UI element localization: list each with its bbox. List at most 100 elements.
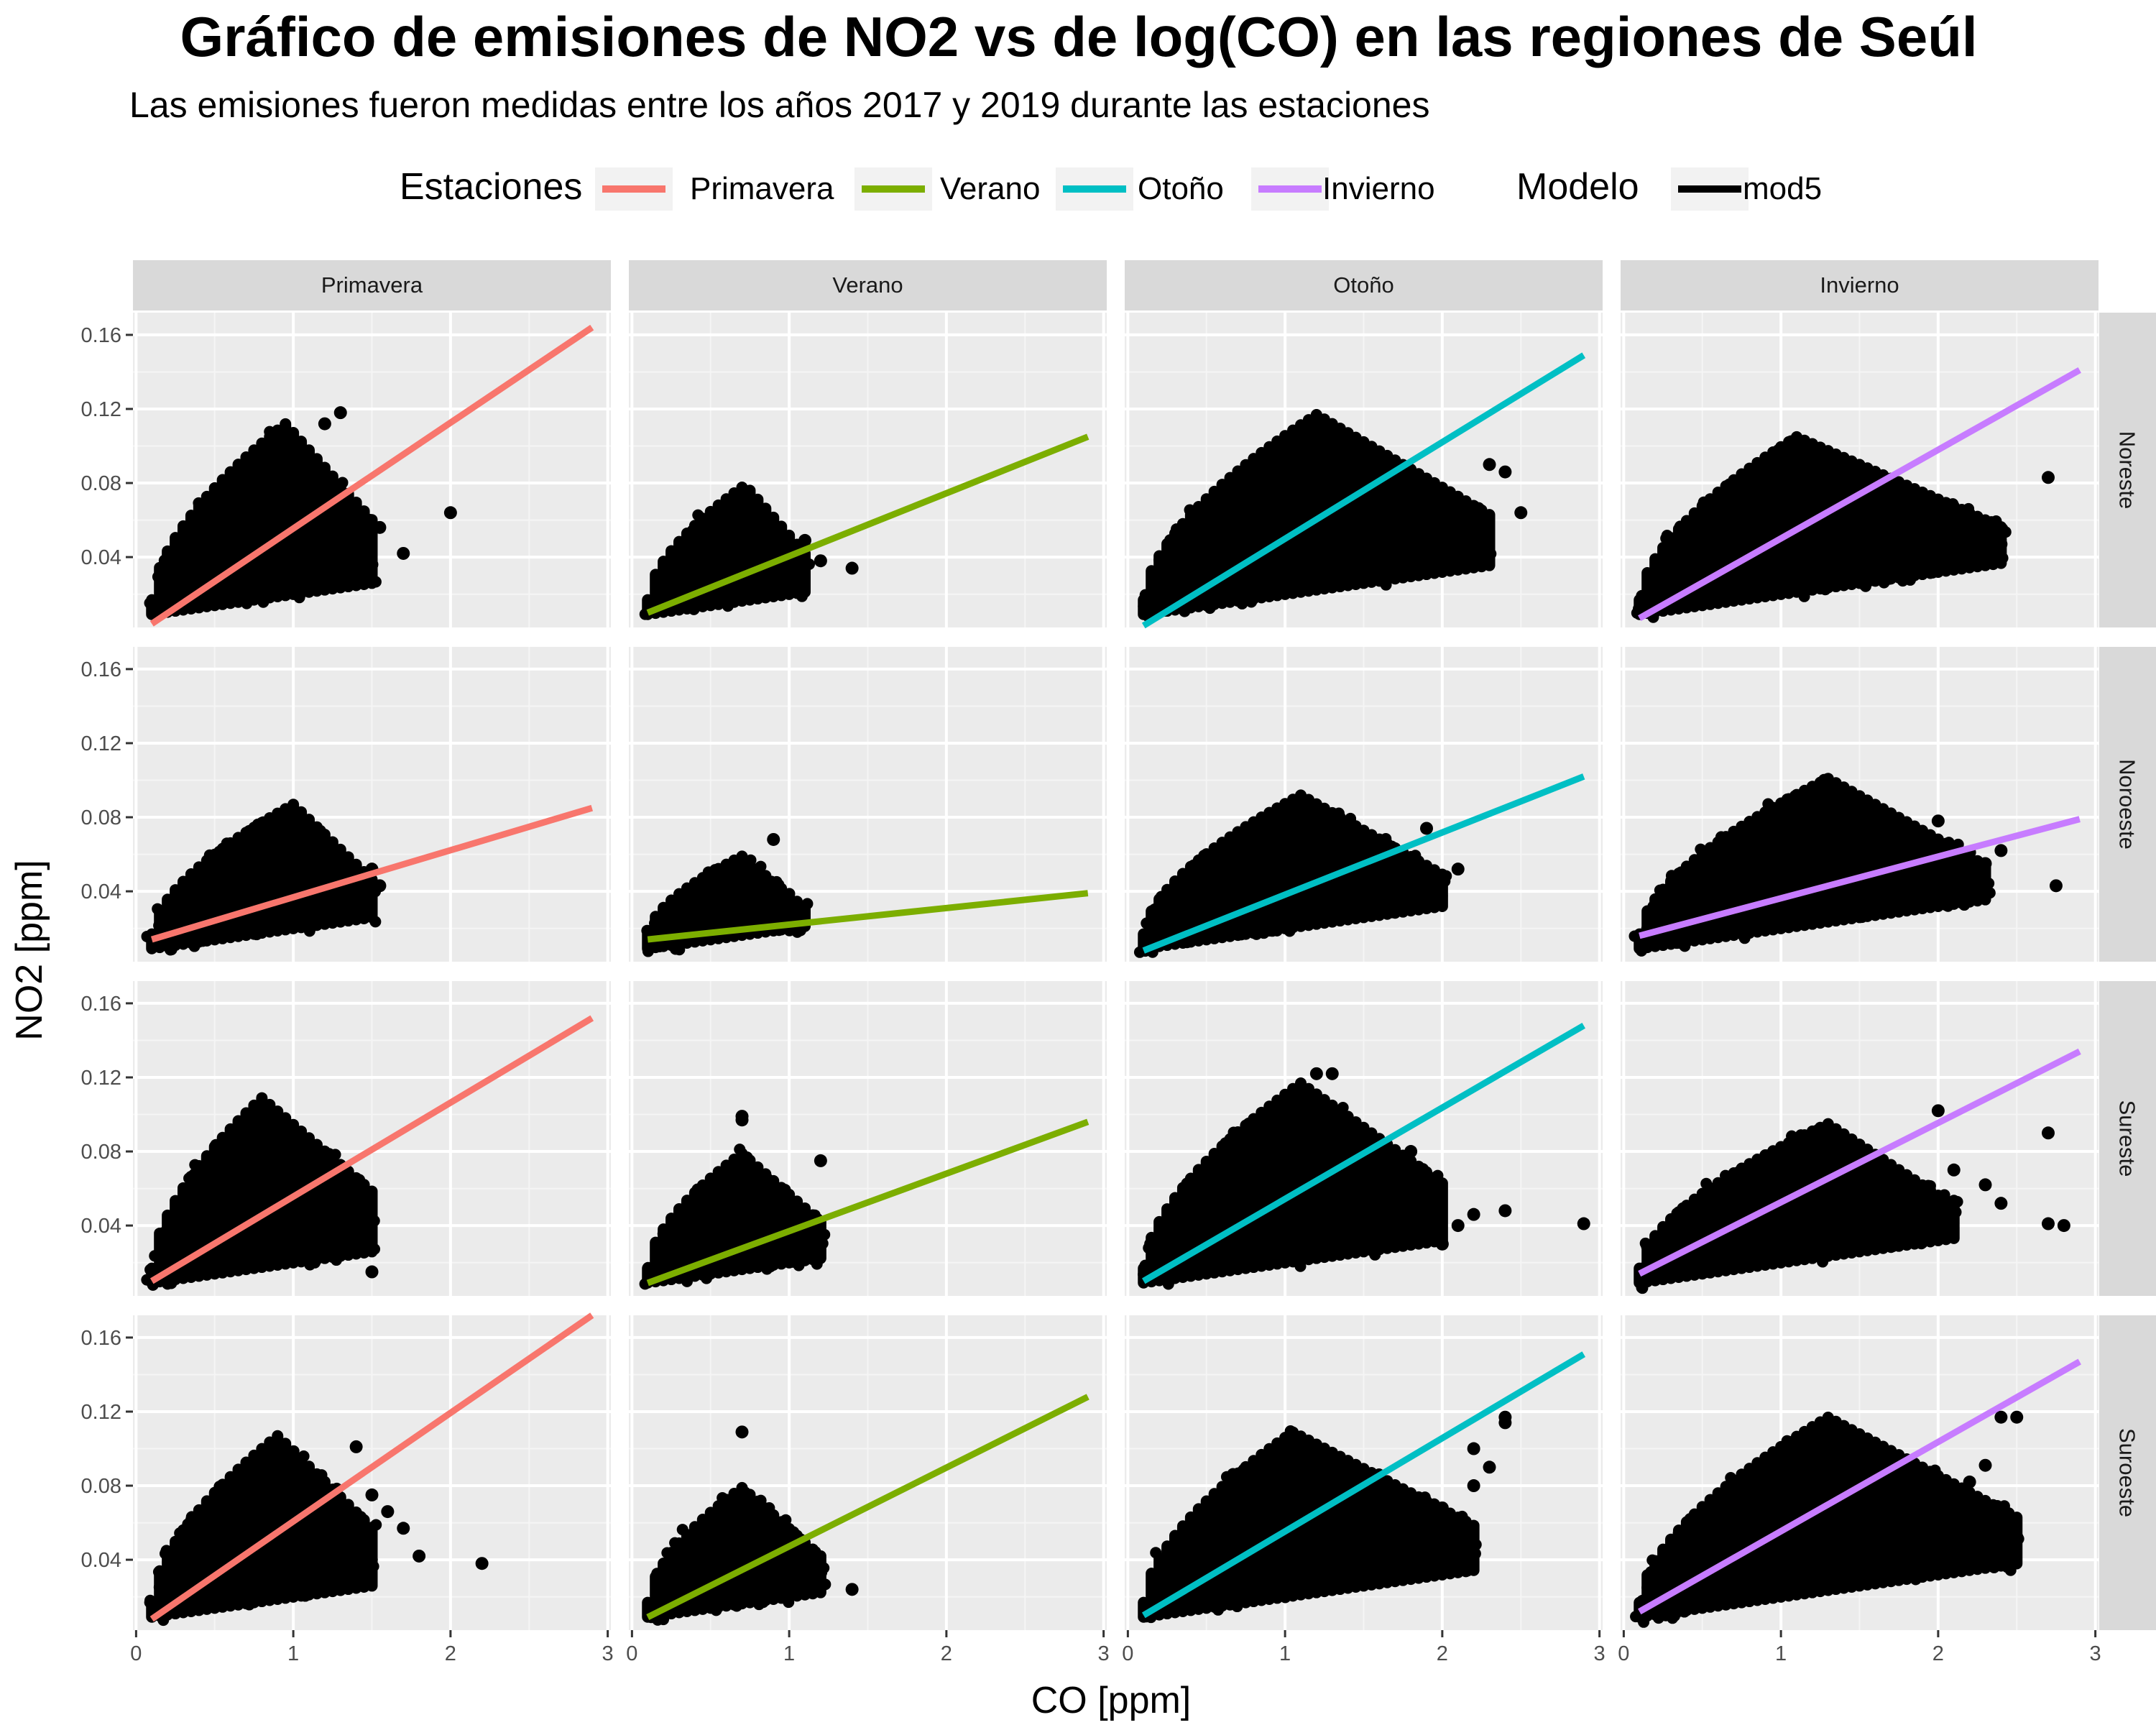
strip-row-noroeste: Noroeste <box>2099 647 2156 962</box>
data-point <box>315 1521 327 1533</box>
x-tick-label: 1 <box>287 1642 299 1665</box>
outlier-point <box>1325 1067 1339 1080</box>
fit-line <box>646 1394 1089 1620</box>
data-point <box>199 1168 211 1180</box>
data-point <box>756 1545 768 1557</box>
data-point <box>1774 842 1786 854</box>
data-point <box>803 1565 816 1577</box>
data-point <box>300 1542 312 1554</box>
outlier-point <box>1963 517 1976 530</box>
point-cloud <box>1630 1410 2024 1628</box>
strip-bg <box>2099 1315 2156 1630</box>
panel-sureste-invierno <box>1621 981 2099 1296</box>
data-point <box>1915 1238 1927 1250</box>
data-point <box>1260 466 1272 479</box>
data-point <box>1274 903 1286 915</box>
data-point <box>1764 1486 1777 1499</box>
fit-line <box>646 433 1089 616</box>
point-column <box>1483 509 1496 571</box>
outlier-point <box>814 1562 827 1576</box>
outlier-point <box>798 533 811 547</box>
data-point <box>369 1243 381 1255</box>
data-point <box>724 859 736 871</box>
data-point <box>354 574 367 586</box>
data-point <box>1765 472 1777 484</box>
data-point <box>1843 1190 1855 1202</box>
data-point <box>778 1519 791 1531</box>
strip-label: Primavera <box>321 272 423 298</box>
outlier-point <box>1451 862 1465 876</box>
outlier-point <box>365 558 379 571</box>
data-point <box>317 1532 329 1545</box>
data-point <box>1762 798 1774 810</box>
data-point <box>1835 1570 1848 1582</box>
x-tick-label: 2 <box>445 1642 456 1665</box>
data-point <box>1630 1611 1642 1623</box>
data-point <box>773 878 785 891</box>
data-point <box>153 919 165 932</box>
data-point <box>1778 556 1790 569</box>
data-point <box>1441 1558 1453 1570</box>
data-point <box>734 1496 746 1509</box>
data-point <box>231 837 243 850</box>
data-point <box>1851 573 1864 585</box>
data-point <box>1929 1225 1941 1237</box>
panel-noroeste-otoño <box>1125 647 1603 962</box>
strip-row-suroeste: Suroeste <box>2099 1315 2156 1630</box>
x-tick-label: 2 <box>1932 1642 1944 1665</box>
data-point <box>1378 1183 1391 1195</box>
data-point <box>1897 845 1909 857</box>
data-point <box>246 492 258 505</box>
outlier-point <box>1435 1237 1449 1251</box>
data-point <box>1874 898 1886 911</box>
data-point <box>1165 893 1177 905</box>
data-point <box>1833 1181 1846 1193</box>
data-point <box>1795 1538 1807 1550</box>
data-point <box>1455 1542 1468 1555</box>
data-point <box>1274 1167 1286 1179</box>
data-point <box>1930 1190 1942 1202</box>
outlier-point <box>1994 844 2008 857</box>
data-point <box>188 1516 201 1528</box>
data-point <box>1899 881 1911 893</box>
data-point <box>671 1558 683 1570</box>
data-point <box>1378 898 1390 911</box>
data-point <box>816 1238 829 1250</box>
data-point <box>1239 1516 1251 1528</box>
x-tick-label: 3 <box>1098 1642 1110 1665</box>
data-point <box>1253 827 1265 839</box>
data-point <box>1758 463 1770 475</box>
data-point <box>796 1578 808 1590</box>
data-point <box>315 1487 327 1499</box>
data-point <box>1393 1220 1405 1233</box>
outlier-point <box>1309 1067 1323 1080</box>
data-point <box>1865 799 1877 811</box>
legend-label: Invierno <box>1322 171 1435 206</box>
y-tick-label: 0.12 <box>81 1401 121 1424</box>
data-point <box>801 898 814 910</box>
data-point <box>1339 438 1351 450</box>
data-point <box>1485 548 1497 560</box>
data-point <box>1959 865 1971 877</box>
data-point <box>1370 1561 1382 1573</box>
point-cloud <box>1138 1067 1590 1290</box>
data-point <box>1427 865 1439 878</box>
x-tick-label: 1 <box>783 1642 795 1665</box>
data-point <box>1723 1179 1736 1192</box>
data-point <box>277 579 289 592</box>
data-point <box>1820 515 1832 528</box>
data-point <box>298 545 310 557</box>
data-point <box>658 1614 670 1626</box>
y-tick-label: 0.08 <box>81 472 121 495</box>
data-point <box>1432 1179 1445 1191</box>
data-point <box>1167 1208 1179 1220</box>
data-point <box>1868 1197 1880 1209</box>
data-point <box>1922 1181 1934 1193</box>
data-point <box>1317 1535 1330 1547</box>
chart-subtitle: Las emisiones fueron medidas entre los a… <box>129 85 1429 125</box>
legend-entry-primavera: Primavera <box>595 167 834 211</box>
data-point <box>168 548 180 561</box>
outlier-point <box>1577 1217 1590 1230</box>
data-point <box>1361 1502 1373 1514</box>
data-point <box>1795 861 1807 873</box>
